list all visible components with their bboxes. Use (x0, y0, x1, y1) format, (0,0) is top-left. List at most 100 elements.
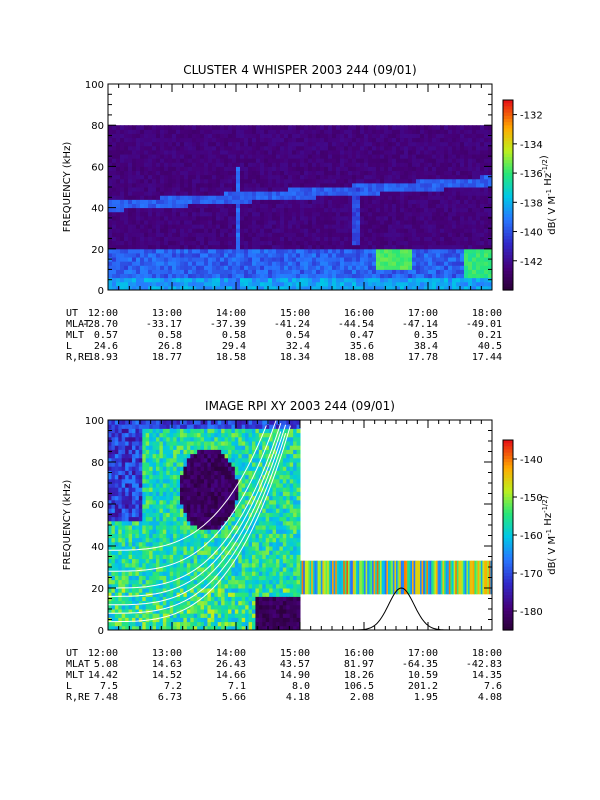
spectrogram-cell (272, 158, 277, 163)
spectrogram-cell (252, 240, 257, 246)
spectrogram-cell (112, 252, 117, 258)
spectrogram-cell (159, 525, 164, 530)
spectrogram-cell (304, 281, 309, 287)
spectrogram-cell (320, 158, 325, 163)
spectrogram-cell (280, 137, 285, 143)
spectrogram-cell (145, 432, 150, 438)
spectrogram-cell (380, 129, 385, 134)
spectrogram-cell (432, 269, 437, 275)
spectrogram-cell (114, 579, 119, 585)
spectrogram-cell (159, 554, 164, 560)
spectrogram-cell (288, 257, 293, 262)
spectrogram-cell (156, 512, 160, 518)
spectrogram-cell (142, 520, 147, 526)
spectrogram-cell (116, 252, 121, 258)
spectrogram-cell (388, 244, 393, 250)
spectrogram-cell (392, 252, 397, 258)
spectrogram-cell (118, 470, 123, 476)
spectrogram-cell (172, 252, 177, 258)
spectrogram-cell (336, 162, 341, 167)
spectrogram-cell (192, 277, 197, 283)
spectrogram-cell (436, 207, 441, 213)
spectrogram-cell (152, 558, 157, 564)
spectrogram-cell (162, 558, 167, 564)
spectrogram-cell (432, 215, 437, 221)
spectrogram-cell (124, 228, 129, 233)
spectrogram-cell (152, 252, 157, 258)
spectrogram-cell (111, 453, 116, 459)
spectrogram-cell (432, 137, 437, 143)
spectrogram-cell (284, 129, 289, 134)
spectrogram-cell (264, 174, 269, 180)
spectrogram-cell (204, 133, 209, 139)
spectrogram-cell (484, 265, 489, 270)
spectrogram-cell (176, 219, 181, 225)
spectrogram-cell (288, 277, 293, 283)
spectrogram-cell (376, 228, 381, 233)
spectrogram-cell (152, 504, 157, 509)
spectrogram-cell (288, 137, 293, 143)
spectrogram-cell (300, 199, 305, 204)
spectrogram-cell (121, 470, 126, 476)
spectrogram-cell (128, 424, 133, 429)
spectrogram-cell (404, 236, 409, 242)
spectrogram-cell (136, 232, 141, 237)
spectrogram-cell (324, 174, 329, 180)
spectrogram-cell (320, 207, 325, 213)
spectrogram-cell (216, 285, 221, 291)
spectrogram-cell (136, 285, 141, 291)
spectrogram-cell (196, 158, 201, 163)
spectrogram-cell (236, 240, 241, 246)
spectrogram-cell (138, 533, 143, 539)
spectrogram-cell (118, 478, 123, 484)
spectrogram-cell (472, 203, 477, 209)
spectrogram-cell (472, 248, 477, 254)
spectrogram-cell (125, 592, 130, 597)
spectrogram-cell (268, 162, 273, 167)
spectrogram-cell (252, 277, 257, 283)
spectrogram-cell (208, 252, 213, 258)
spectrogram-cell (416, 129, 421, 134)
spectrogram-cell (208, 137, 213, 143)
spectrogram-cell (200, 219, 205, 225)
spectrogram-cell (472, 211, 477, 217)
spectrogram-cell (220, 174, 225, 180)
spectrogram-cell (128, 575, 133, 581)
spectrogram-cell (392, 240, 397, 246)
spectrogram-cell (224, 240, 229, 246)
spectrogram-cell (108, 436, 112, 442)
y-tick-label: 60 (91, 162, 104, 173)
spectrogram-cell (166, 457, 171, 463)
spectrogram-cell (125, 588, 130, 593)
spectrogram-cell (138, 550, 143, 555)
spectrogram-cell (138, 600, 143, 606)
spectrogram-cell (348, 170, 353, 176)
spectrogram-cell (420, 174, 425, 180)
spectrogram-cell (476, 265, 481, 270)
spectrogram-cell (444, 199, 449, 204)
y-tick-label: 80 (91, 121, 104, 132)
spectrogram-cell (444, 170, 449, 176)
spectrogram-cell (444, 277, 449, 283)
spectrogram-cell (464, 211, 469, 217)
spectrogram-cell (108, 149, 113, 155)
spectrogram-cell (200, 240, 205, 246)
spectrogram-cell (138, 583, 143, 589)
spectrogram-cell (480, 236, 485, 242)
spectrogram-cell (145, 541, 150, 547)
spectrogram-cell (476, 219, 481, 225)
spectrogram-cell (328, 257, 333, 262)
spectrogram-cell (248, 199, 253, 204)
spectrogram-cell (108, 207, 113, 213)
spectrogram-cell (324, 199, 329, 204)
spectrogram-cell (408, 244, 413, 250)
spectrogram-cell (200, 178, 205, 184)
spectrogram-cell (312, 174, 317, 180)
spectrogram-cell (228, 174, 233, 180)
spectrogram-cell (160, 228, 165, 233)
spectrogram-cell (340, 257, 345, 262)
spectrogram-cell (372, 248, 377, 254)
spectrogram-cell (112, 149, 117, 155)
spectrogram-cell (480, 248, 485, 254)
spectrogram-cell (196, 236, 201, 242)
